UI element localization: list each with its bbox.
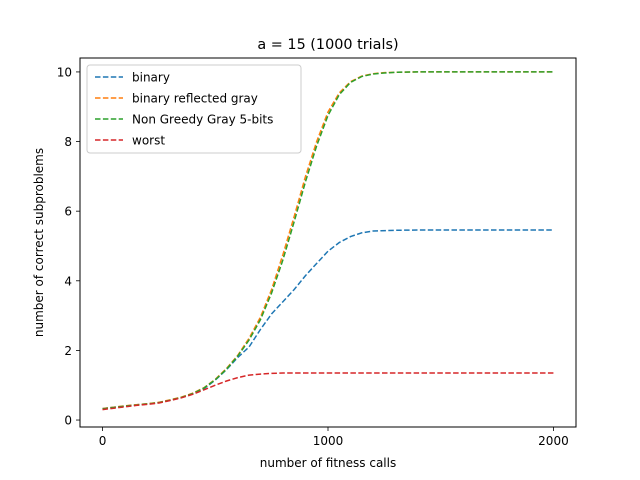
x-tick-label: 0 xyxy=(99,434,107,448)
legend: binary binary reflected gray Non Greedy Gr… xyxy=(86,64,302,154)
x-tick-label: 2000 xyxy=(538,434,569,448)
legend-box xyxy=(86,64,302,154)
y-tick-label: 10 xyxy=(57,65,72,79)
y-tick-label: 6 xyxy=(64,205,72,219)
y-tick-label: 8 xyxy=(64,135,72,149)
legend-label: binary xyxy=(132,71,170,85)
legend-label: binary reflected gray xyxy=(132,92,258,106)
y-axis-label: number of correct subproblems xyxy=(32,148,46,337)
series-line-0 xyxy=(102,229,554,410)
series-line-2 xyxy=(102,71,554,410)
chart-title: a = 15 (1000 trials) xyxy=(257,37,398,53)
legend-label: worst xyxy=(132,134,165,148)
x-tick-label: 1000 xyxy=(313,434,344,448)
series-line-3 xyxy=(102,372,554,411)
y-tick-label: 4 xyxy=(64,274,72,288)
axis-ticks: 0 1000 2000 0 2 4 6 8 10 xyxy=(57,65,569,448)
plot-frame xyxy=(79,57,577,428)
y-tick-label: 2 xyxy=(64,344,72,358)
y-tick-label: 0 xyxy=(64,414,72,428)
series-lines xyxy=(102,71,554,411)
legend-label: Non Greedy Gray 5-bits xyxy=(132,113,273,127)
x-axis-label: number of fitness calls xyxy=(260,456,396,470)
